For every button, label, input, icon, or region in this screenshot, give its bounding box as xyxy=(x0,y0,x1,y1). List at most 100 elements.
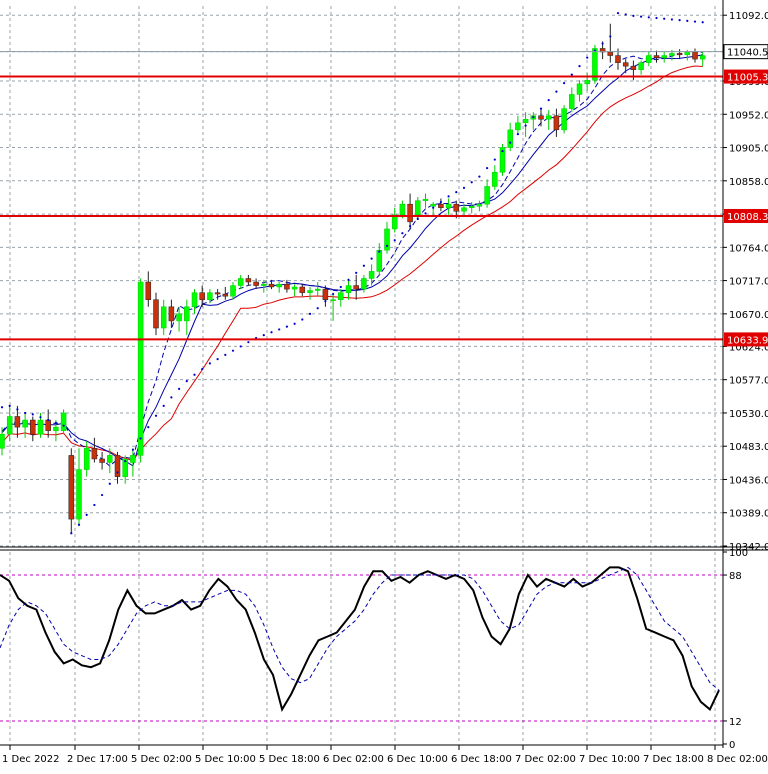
sar-dot xyxy=(701,21,704,24)
sar-dot xyxy=(578,65,581,68)
sar-dot xyxy=(0,406,4,409)
sar-dot xyxy=(101,493,104,497)
candle-body xyxy=(561,108,567,131)
sar-dot xyxy=(93,503,96,507)
sar-dot xyxy=(301,318,304,321)
sar-dot xyxy=(347,278,350,281)
x-tick-label: 1 Dec 2022 xyxy=(2,754,60,765)
sar-dot xyxy=(216,358,219,361)
price-tick-label: 10764.0 xyxy=(729,243,768,254)
horizontal-level-box xyxy=(724,69,768,84)
candle-body xyxy=(592,48,598,81)
price-tick-label: 10858.0 xyxy=(729,177,768,188)
candle-body xyxy=(245,278,252,283)
x-tick-label: 5 Dec 10:00 xyxy=(195,754,256,765)
candle-body xyxy=(507,129,513,148)
candle-body xyxy=(53,426,59,431)
sar-dot xyxy=(285,325,288,328)
candle-body xyxy=(114,455,121,477)
candle-body xyxy=(145,281,152,300)
candle-body xyxy=(130,455,136,463)
sar-dot xyxy=(154,414,158,417)
candle-body xyxy=(91,448,98,460)
candle-body xyxy=(30,419,36,435)
candle-body xyxy=(499,147,506,173)
horizontal-level-label: 10633.9 xyxy=(727,335,768,346)
sar-dot xyxy=(593,49,597,52)
sar-dot xyxy=(424,212,427,215)
sar-dot xyxy=(224,353,227,357)
candle-body xyxy=(484,186,490,205)
candle-body xyxy=(107,455,113,463)
x-tick-label: 6 Dec 10:00 xyxy=(387,754,448,765)
candle-body xyxy=(37,419,44,435)
x-tick-label: 2 Dec 17:00 xyxy=(67,754,128,765)
candle-body xyxy=(0,433,5,449)
sar-dot xyxy=(239,345,242,348)
candle-body xyxy=(153,299,159,329)
stochastic-tick-label: 88 xyxy=(729,571,742,582)
candle-body xyxy=(307,290,313,293)
candle-body xyxy=(692,51,698,60)
candle-body xyxy=(476,203,483,207)
sar-dot xyxy=(655,16,658,20)
candle-body xyxy=(60,412,67,431)
candle-body xyxy=(468,206,475,208)
candle-body xyxy=(584,80,590,85)
horizontal-level-box xyxy=(724,208,768,223)
candle-body xyxy=(122,458,128,477)
sar-dot xyxy=(539,107,543,110)
candle-body xyxy=(576,83,583,95)
candle-body xyxy=(422,198,429,201)
price-tick-label: 10389.0 xyxy=(729,509,768,520)
sar-dot xyxy=(409,225,412,228)
price-tick-label: 11092.0 xyxy=(729,11,768,22)
sar-dot xyxy=(16,408,19,411)
sar-dot xyxy=(85,513,88,516)
candle-body xyxy=(207,292,213,300)
candle-body xyxy=(168,306,175,322)
candle-body xyxy=(299,286,306,293)
candle-body xyxy=(461,207,467,212)
sar-dot xyxy=(378,250,381,253)
candle-body xyxy=(68,455,75,520)
candle-body xyxy=(160,306,167,329)
price-tick-label: 10717.0 xyxy=(729,277,768,288)
candle-body xyxy=(6,416,13,435)
sar-dot xyxy=(439,200,442,204)
sar-dot xyxy=(609,35,612,38)
price-tick-label: 10577.0 xyxy=(729,376,768,387)
sar-dot xyxy=(370,257,373,260)
price-tick-label: 10530.0 xyxy=(729,409,768,420)
sar-dot xyxy=(39,416,42,419)
sar-dot xyxy=(524,124,527,127)
candle-body xyxy=(399,203,406,216)
candle-body xyxy=(615,55,621,63)
sar-dot xyxy=(416,217,419,221)
candle-body xyxy=(253,281,259,286)
stochastic-tick-label: 100 xyxy=(729,548,748,559)
price-tick-label: 10436.0 xyxy=(729,475,768,486)
candle-body xyxy=(45,419,51,431)
sar-dot xyxy=(563,82,566,85)
horizontal-level-label: 11005.3 xyxy=(727,73,768,84)
sar-dot xyxy=(147,426,150,429)
sar-dot xyxy=(670,18,674,21)
candle-body xyxy=(445,203,452,208)
sar-dot xyxy=(501,149,504,153)
candle-body xyxy=(453,203,460,212)
x-tick-label: 7 Dec 18:00 xyxy=(643,754,704,765)
sar-dot xyxy=(547,99,550,102)
x-tick-label: 5 Dec 18:00 xyxy=(259,754,320,765)
current-price-label: 11040.5 xyxy=(727,48,768,59)
sar-dot xyxy=(586,56,589,59)
sar-dot xyxy=(31,413,34,416)
candle-body xyxy=(261,283,267,286)
sar-dot xyxy=(116,471,119,474)
stochastic-signal-line xyxy=(0,566,720,691)
candle-body xyxy=(653,55,660,58)
sar-dot xyxy=(139,437,142,440)
stochastic-tick-label: 0 xyxy=(729,740,735,751)
sar-dot xyxy=(362,264,365,267)
candle-body xyxy=(345,285,352,293)
